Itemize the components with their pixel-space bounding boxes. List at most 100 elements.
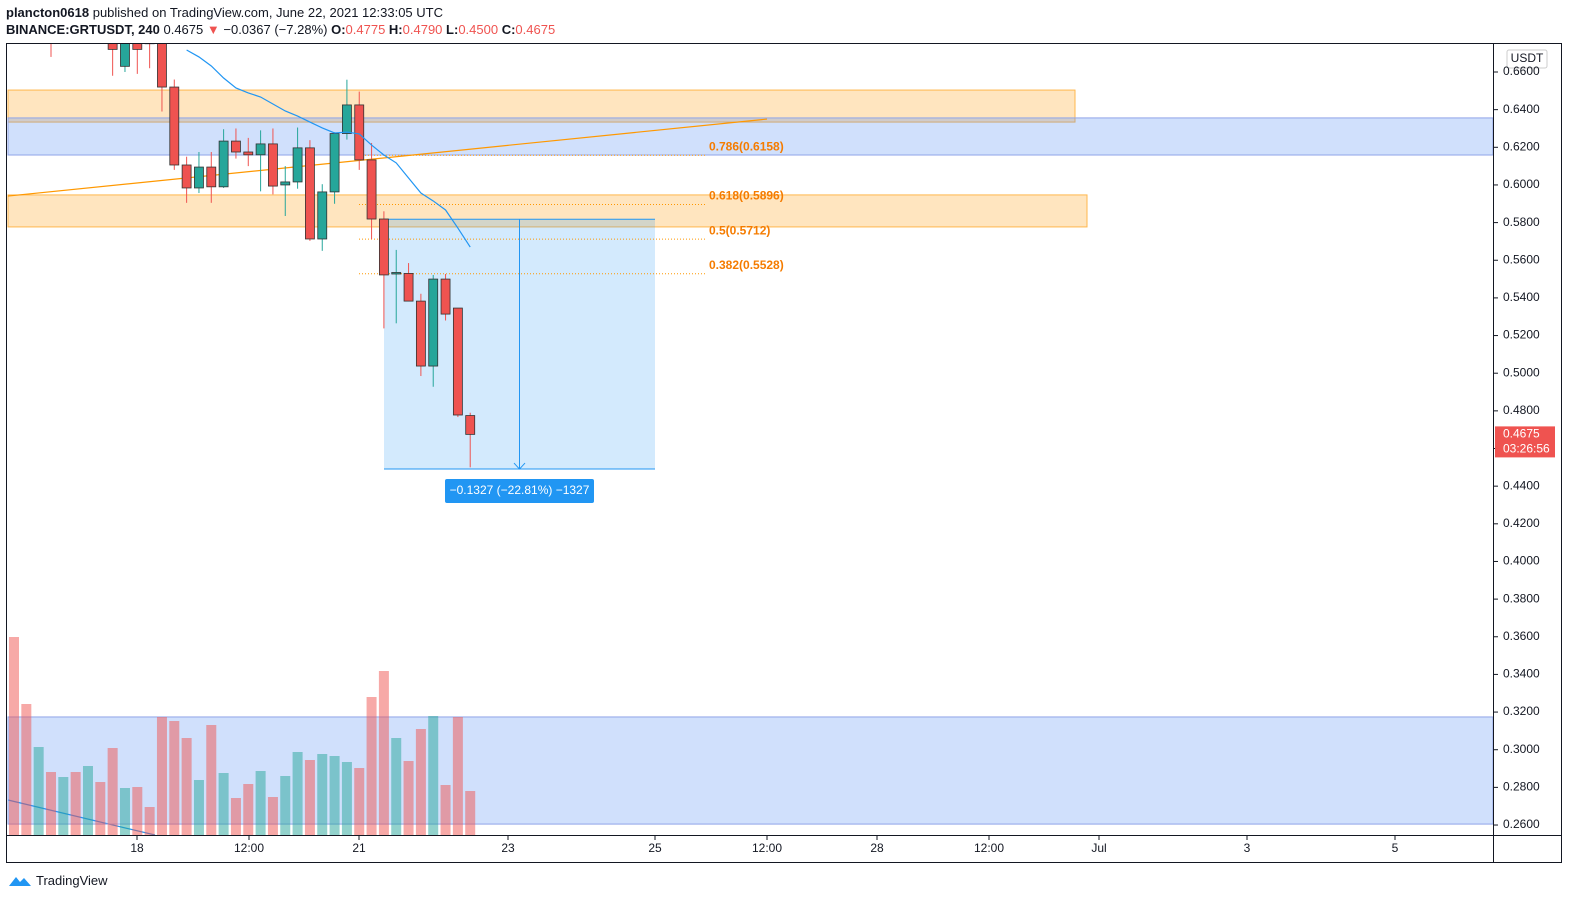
- volume-bar: [181, 738, 192, 835]
- y-tick-label: 0.5000: [1503, 365, 1540, 379]
- countdown: 03:26:56: [1503, 442, 1550, 456]
- y-tick-label: 0.3400: [1503, 667, 1540, 681]
- y-tick-label: 0.6400: [1503, 102, 1540, 116]
- label: C:: [501, 22, 516, 37]
- volume-bar: [33, 747, 44, 835]
- volume-bar: [292, 752, 303, 835]
- volume-bar: [378, 671, 389, 835]
- y-tick-label: 0.4800: [1503, 403, 1540, 417]
- fib-label: 0.618(0.5896): [709, 189, 784, 203]
- candle-body: [231, 140, 241, 153]
- candle-body: [317, 191, 328, 240]
- volume-bar: [156, 717, 167, 835]
- candle-body: [292, 147, 303, 183]
- symbol-line: BINANCE:GRTUSDT, 240 0.4675 ▼ −0.0367 (−…: [6, 22, 555, 37]
- fib-label: 0.786(0.6158): [709, 139, 784, 153]
- currency: USDT: [1511, 51, 1544, 65]
- zone: [7, 716, 1493, 825]
- candle-body: [280, 181, 291, 186]
- candle-body: [342, 104, 352, 134]
- y-tick-label: 0.6600: [1503, 64, 1540, 78]
- zone: [7, 89, 1076, 123]
- candle-body: [415, 300, 426, 367]
- fib-label: 0.5(0.5712): [709, 223, 770, 237]
- candle-body: [107, 44, 118, 50]
- volume-bar: [95, 782, 106, 835]
- candle-body: [181, 164, 192, 189]
- change: −0.0367 (−7.28%): [223, 22, 328, 37]
- volume-bar: [132, 787, 143, 835]
- candle-body: [366, 159, 377, 220]
- zone: [7, 117, 1493, 156]
- low: 0.4500: [458, 22, 499, 37]
- y-tick-label: 0.3800: [1503, 591, 1540, 605]
- candle-body: [354, 104, 365, 161]
- last-price-box: [1495, 426, 1555, 458]
- measure-arrowhead: [513, 462, 526, 470]
- volume-bar: [428, 716, 439, 835]
- candle-body: [169, 86, 180, 166]
- y-tick-label: 0.3200: [1503, 704, 1540, 718]
- candle-body: [243, 151, 254, 156]
- candle-body: [59, 12, 68, 25]
- candle-body: [157, 44, 167, 88]
- volume-bar: [144, 807, 155, 835]
- x-tick-label: 18: [130, 841, 144, 855]
- volume-bar: [107, 748, 118, 835]
- volume-bar: [280, 776, 291, 835]
- volume-bar: [206, 725, 217, 835]
- footer: TradingView: [8, 873, 108, 888]
- y-tick-label: 0.5600: [1503, 252, 1540, 266]
- x-tick-label: 3: [1244, 841, 1251, 855]
- last-price: 0.4675: [1503, 427, 1540, 441]
- x-tick-label: 25: [648, 841, 662, 855]
- candle-body: [132, 44, 143, 50]
- measure-label: −0.1327 (−22.81%) −1327: [450, 483, 590, 497]
- arrow: ▼: [206, 22, 220, 37]
- volume-bar: [45, 772, 56, 835]
- volume-bar: [354, 768, 365, 835]
- x-tick-label: 5: [1392, 841, 1399, 855]
- candle-body: [465, 415, 476, 435]
- plot: [7, 0, 1493, 835]
- y-tick-label: 0.5800: [1503, 215, 1540, 229]
- volume-bar: [341, 762, 352, 835]
- volume-bar: [304, 760, 315, 835]
- candle-body: [96, 16, 105, 35]
- volume-bar: [452, 717, 463, 835]
- candle-body: [46, 16, 55, 25]
- zone: [7, 194, 1088, 228]
- y-tick-label: 0.5200: [1503, 328, 1540, 342]
- candle-body: [83, 16, 92, 20]
- x-tick-label: 12:00: [234, 841, 264, 855]
- candle-body: [305, 147, 315, 240]
- x-tick-label: 12:00: [752, 841, 782, 855]
- volume-bar: [329, 756, 340, 835]
- candle-body: [22, 6, 31, 15]
- x-tick-label: 21: [352, 841, 366, 855]
- candle-body: [428, 278, 439, 367]
- volume-bar: [366, 697, 377, 835]
- candle-body: [120, 44, 130, 67]
- brand[interactable]: TradingView: [36, 873, 108, 888]
- y-tick-label: 0.3000: [1503, 742, 1540, 756]
- publisher[interactable]: plancton0618: [6, 5, 90, 20]
- candle-body: [452, 307, 463, 416]
- candle-body: [329, 133, 340, 193]
- y-tick-label: 0.4000: [1503, 554, 1540, 568]
- candle-body: [144, 44, 155, 45]
- candle-body: [378, 218, 389, 276]
- fib-label: 0.382(0.5528): [709, 258, 784, 272]
- y-tick-label: 0.2800: [1503, 780, 1540, 794]
- candle-body: [391, 272, 402, 275]
- open: 0.4775: [345, 22, 386, 37]
- volume-bar: [255, 771, 266, 835]
- candle-body: [255, 143, 266, 156]
- candle-body: [10, 0, 19, 6]
- y-tick-label: 0.4200: [1503, 516, 1540, 530]
- publisher-line: plancton0618 published on TradingView.co…: [6, 5, 443, 20]
- y-tick-label: 0.6000: [1503, 177, 1540, 191]
- measure-label-box: [445, 479, 594, 504]
